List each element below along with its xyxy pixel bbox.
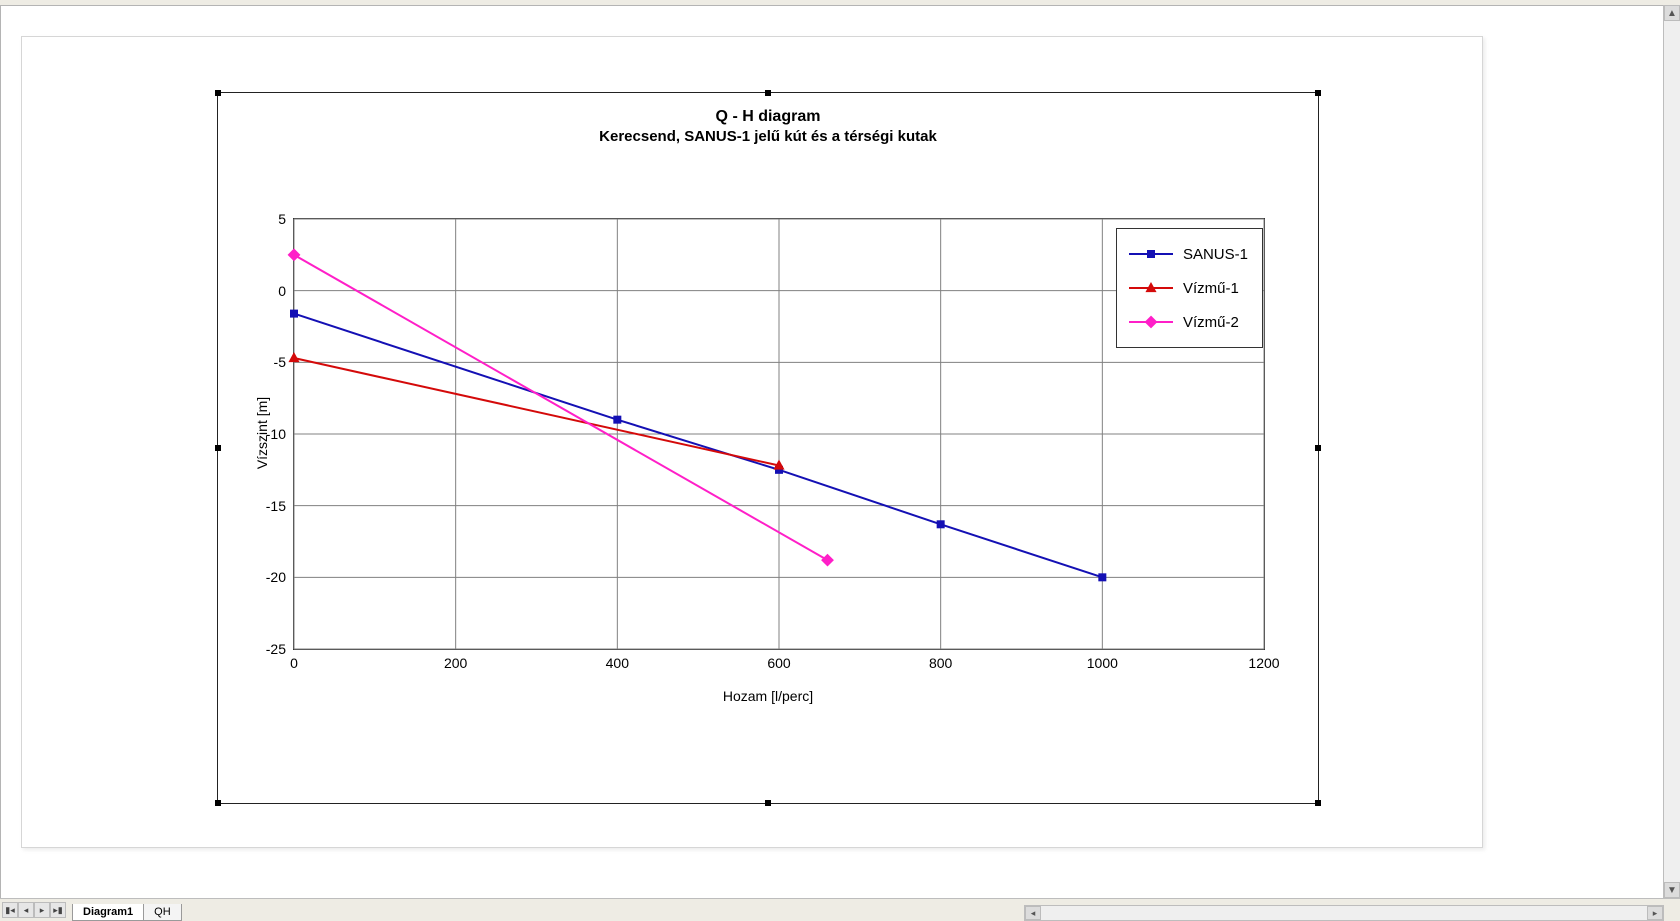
chart-object[interactable]: Q - H diagram Kerecsend, SANUS-1 jelű kú… xyxy=(217,92,1319,804)
scroll-up-arrow-icon[interactable]: ▲ xyxy=(1664,5,1680,21)
resize-handle-tl[interactable] xyxy=(215,90,221,96)
resize-handle-rm[interactable] xyxy=(1315,445,1321,451)
x-tick-label: 600 xyxy=(767,649,790,671)
legend-swatch xyxy=(1129,246,1173,262)
y-tick-label: -5 xyxy=(274,354,294,370)
sheet-tab[interactable]: Diagram1 xyxy=(72,904,144,921)
legend-item: SANUS-1 xyxy=(1129,237,1248,271)
y-tick-label: -10 xyxy=(266,426,294,442)
worksheet-tab-strip: ▮◂ ◂ ▸ ▸▮ Diagram1QH ◂ ▸ xyxy=(0,898,1680,921)
x-tick-label: 0 xyxy=(290,649,298,671)
resize-handle-tr[interactable] xyxy=(1315,90,1321,96)
scroll-down-arrow-icon[interactable]: ▼ xyxy=(1664,882,1680,898)
tab-nav-prev-icon[interactable]: ◂ xyxy=(18,902,34,918)
x-tick-label: 800 xyxy=(929,649,952,671)
legend-item: Vízmű-2 xyxy=(1129,305,1248,339)
y-tick-label: 0 xyxy=(278,283,294,299)
chart-title: Q - H diagram Kerecsend, SANUS-1 jelű kú… xyxy=(218,107,1318,147)
tab-nav-last-icon[interactable]: ▸▮ xyxy=(50,902,66,918)
sheet-tab[interactable]: QH xyxy=(143,904,182,921)
page-canvas: Q - H diagram Kerecsend, SANUS-1 jelű kú… xyxy=(21,36,1483,848)
resize-handle-lm[interactable] xyxy=(215,445,221,451)
legend-swatch xyxy=(1129,280,1173,296)
legend-label: Vízmű-2 xyxy=(1183,314,1239,331)
resize-handle-tm[interactable] xyxy=(765,90,771,96)
legend-item: Vízmű-1 xyxy=(1129,271,1248,305)
scroll-right-arrow-icon[interactable]: ▸ xyxy=(1647,906,1663,920)
resize-handle-br[interactable] xyxy=(1315,800,1321,806)
x-tick-label: 200 xyxy=(444,649,467,671)
tab-nav-next-icon[interactable]: ▸ xyxy=(34,902,50,918)
tab-nav-buttons: ▮◂ ◂ ▸ ▸▮ xyxy=(0,899,68,921)
chart-title-line2: Kerecsend, SANUS-1 jelű kút és a térségi… xyxy=(218,127,1318,147)
vertical-scrollbar[interactable]: ▲ ▼ xyxy=(1663,5,1680,898)
x-axis-label: Hozam [l/perc] xyxy=(218,688,1318,704)
y-tick-label: -20 xyxy=(266,569,294,585)
x-tick-label: 400 xyxy=(606,649,629,671)
tab-nav-first-icon[interactable]: ▮◂ xyxy=(2,902,18,918)
scroll-left-arrow-icon[interactable]: ◂ xyxy=(1025,906,1041,920)
legend-label: SANUS-1 xyxy=(1183,246,1248,263)
legend: SANUS-1 Vízmű-1 Vízmű-2 xyxy=(1116,228,1263,348)
horizontal-scrollbar[interactable]: ◂ ▸ xyxy=(1024,905,1664,921)
y-tick-label: 5 xyxy=(278,211,294,227)
workspace: Q - H diagram Kerecsend, SANUS-1 jelű kú… xyxy=(0,5,1666,900)
x-tick-label: 1200 xyxy=(1248,649,1279,671)
y-tick-label: -15 xyxy=(266,498,294,514)
legend-swatch xyxy=(1129,314,1173,330)
resize-handle-bm[interactable] xyxy=(765,800,771,806)
x-tick-label: 1000 xyxy=(1087,649,1118,671)
resize-handle-bl[interactable] xyxy=(215,800,221,806)
legend-label: Vízmű-1 xyxy=(1183,280,1239,297)
chart-title-line1: Q - H diagram xyxy=(218,107,1318,127)
tabs: Diagram1QH xyxy=(72,899,181,921)
